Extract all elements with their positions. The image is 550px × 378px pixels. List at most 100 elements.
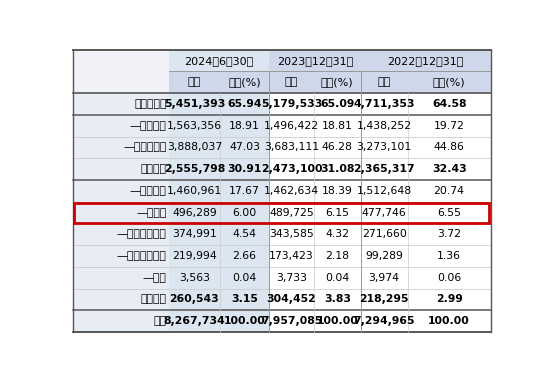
Text: 3,974: 3,974: [368, 273, 400, 283]
Text: 100.00: 100.00: [224, 316, 266, 326]
Bar: [269, 136, 491, 158]
Text: 2022年12月31日: 2022年12月31日: [388, 56, 464, 66]
Bar: [269, 115, 491, 136]
Text: 271,660: 271,660: [362, 229, 406, 239]
Text: 18.91: 18.91: [229, 121, 260, 131]
Text: 3.83: 3.83: [324, 294, 351, 304]
Text: 0.04: 0.04: [233, 273, 257, 283]
Text: 2,365,317: 2,365,317: [353, 164, 415, 174]
Text: 占比(%): 占比(%): [228, 77, 261, 87]
Bar: [269, 310, 491, 332]
Bar: [269, 50, 361, 71]
Bar: [269, 158, 491, 180]
Text: 3,563: 3,563: [179, 273, 210, 283]
Text: 44.86: 44.86: [434, 143, 465, 152]
Text: 19.72: 19.72: [434, 121, 465, 131]
Text: 5,451,393: 5,451,393: [164, 99, 225, 109]
Text: —中长期贷款: —中长期贷款: [123, 143, 167, 152]
Text: 18.39: 18.39: [322, 186, 353, 196]
Bar: [269, 93, 491, 115]
Text: 1,563,356: 1,563,356: [167, 121, 222, 131]
Text: 4.54: 4.54: [233, 229, 257, 239]
Text: 219,994: 219,994: [172, 251, 217, 261]
Bar: [169, 267, 269, 289]
Text: 31.08: 31.08: [320, 164, 355, 174]
Bar: [269, 223, 491, 245]
Text: 1.36: 1.36: [437, 251, 461, 261]
Text: —信用卡: —信用卡: [136, 208, 167, 218]
Bar: [269, 180, 491, 202]
Text: 20.74: 20.74: [434, 186, 465, 196]
Bar: [169, 223, 269, 245]
Text: 343,585: 343,585: [269, 229, 314, 239]
Bar: [73, 158, 169, 180]
Bar: [73, 115, 169, 136]
Text: 余额: 余额: [188, 77, 201, 87]
Bar: [269, 289, 491, 310]
Text: 占比(%): 占比(%): [321, 77, 354, 87]
Text: 32.43: 32.43: [432, 164, 466, 174]
Text: 1,460,961: 1,460,961: [167, 186, 222, 196]
Text: 公司类贷款: 公司类贷款: [134, 99, 167, 109]
Text: 6.15: 6.15: [325, 208, 349, 218]
Bar: [73, 50, 169, 93]
Bar: [169, 245, 269, 267]
Text: 374,991: 374,991: [172, 229, 217, 239]
Text: 260,543: 260,543: [169, 294, 219, 304]
Text: 2,473,100: 2,473,100: [261, 164, 322, 174]
Bar: [73, 180, 169, 202]
Text: 余额: 余额: [285, 77, 298, 87]
Text: 1,496,422: 1,496,422: [264, 121, 319, 131]
Text: 余额: 余额: [377, 77, 391, 87]
Bar: [169, 202, 269, 223]
Bar: [169, 115, 269, 136]
Text: 173,423: 173,423: [269, 251, 314, 261]
Bar: [169, 289, 269, 310]
Bar: [73, 310, 169, 332]
Text: 65.09: 65.09: [320, 99, 355, 109]
Text: 占比(%): 占比(%): [433, 77, 465, 87]
Text: —住房贷款: —住房贷款: [130, 186, 167, 196]
Text: 2024年6月30日: 2024年6月30日: [184, 56, 254, 66]
Text: 477,746: 477,746: [362, 208, 406, 218]
Bar: [73, 245, 169, 267]
Bar: [169, 310, 269, 332]
Text: 4,711,353: 4,711,353: [354, 99, 415, 109]
Text: 7,294,965: 7,294,965: [354, 316, 415, 326]
Text: 64.58: 64.58: [432, 99, 466, 109]
Text: 1,512,648: 1,512,648: [356, 186, 412, 196]
Text: 47.03: 47.03: [229, 143, 260, 152]
Text: —其他: —其他: [143, 273, 167, 283]
Text: 218,295: 218,295: [360, 294, 409, 304]
Bar: [269, 267, 491, 289]
Text: 2.18: 2.18: [325, 251, 349, 261]
Text: 3.72: 3.72: [437, 229, 461, 239]
Text: —短期贷款: —短期贷款: [130, 121, 167, 131]
Text: 3,683,111: 3,683,111: [264, 143, 319, 152]
Text: 0.06: 0.06: [437, 273, 461, 283]
Text: 100.00: 100.00: [428, 316, 470, 326]
Text: 8,267,734: 8,267,734: [163, 316, 226, 326]
Bar: [169, 136, 269, 158]
Text: 496,289: 496,289: [172, 208, 217, 218]
Bar: [73, 136, 169, 158]
Text: 票据贴现: 票据贴现: [141, 294, 167, 304]
Text: 1,438,252: 1,438,252: [356, 121, 412, 131]
Text: 4.32: 4.32: [325, 229, 349, 239]
Text: 3,888,037: 3,888,037: [167, 143, 222, 152]
Text: 2,555,798: 2,555,798: [164, 164, 225, 174]
Text: 30.91: 30.91: [227, 164, 262, 174]
Text: 3.15: 3.15: [231, 294, 258, 304]
Text: 1,462,634: 1,462,634: [264, 186, 319, 196]
Bar: [74, 203, 490, 223]
Text: 489,725: 489,725: [269, 208, 314, 218]
Bar: [73, 223, 169, 245]
Text: 17.67: 17.67: [229, 186, 260, 196]
Text: 100.00: 100.00: [316, 316, 358, 326]
Text: 3,733: 3,733: [276, 273, 307, 283]
Text: 2023年12月31日: 2023年12月31日: [277, 56, 353, 66]
Bar: [73, 93, 169, 115]
Text: 6.00: 6.00: [233, 208, 257, 218]
Bar: [169, 158, 269, 180]
Bar: [269, 202, 491, 223]
